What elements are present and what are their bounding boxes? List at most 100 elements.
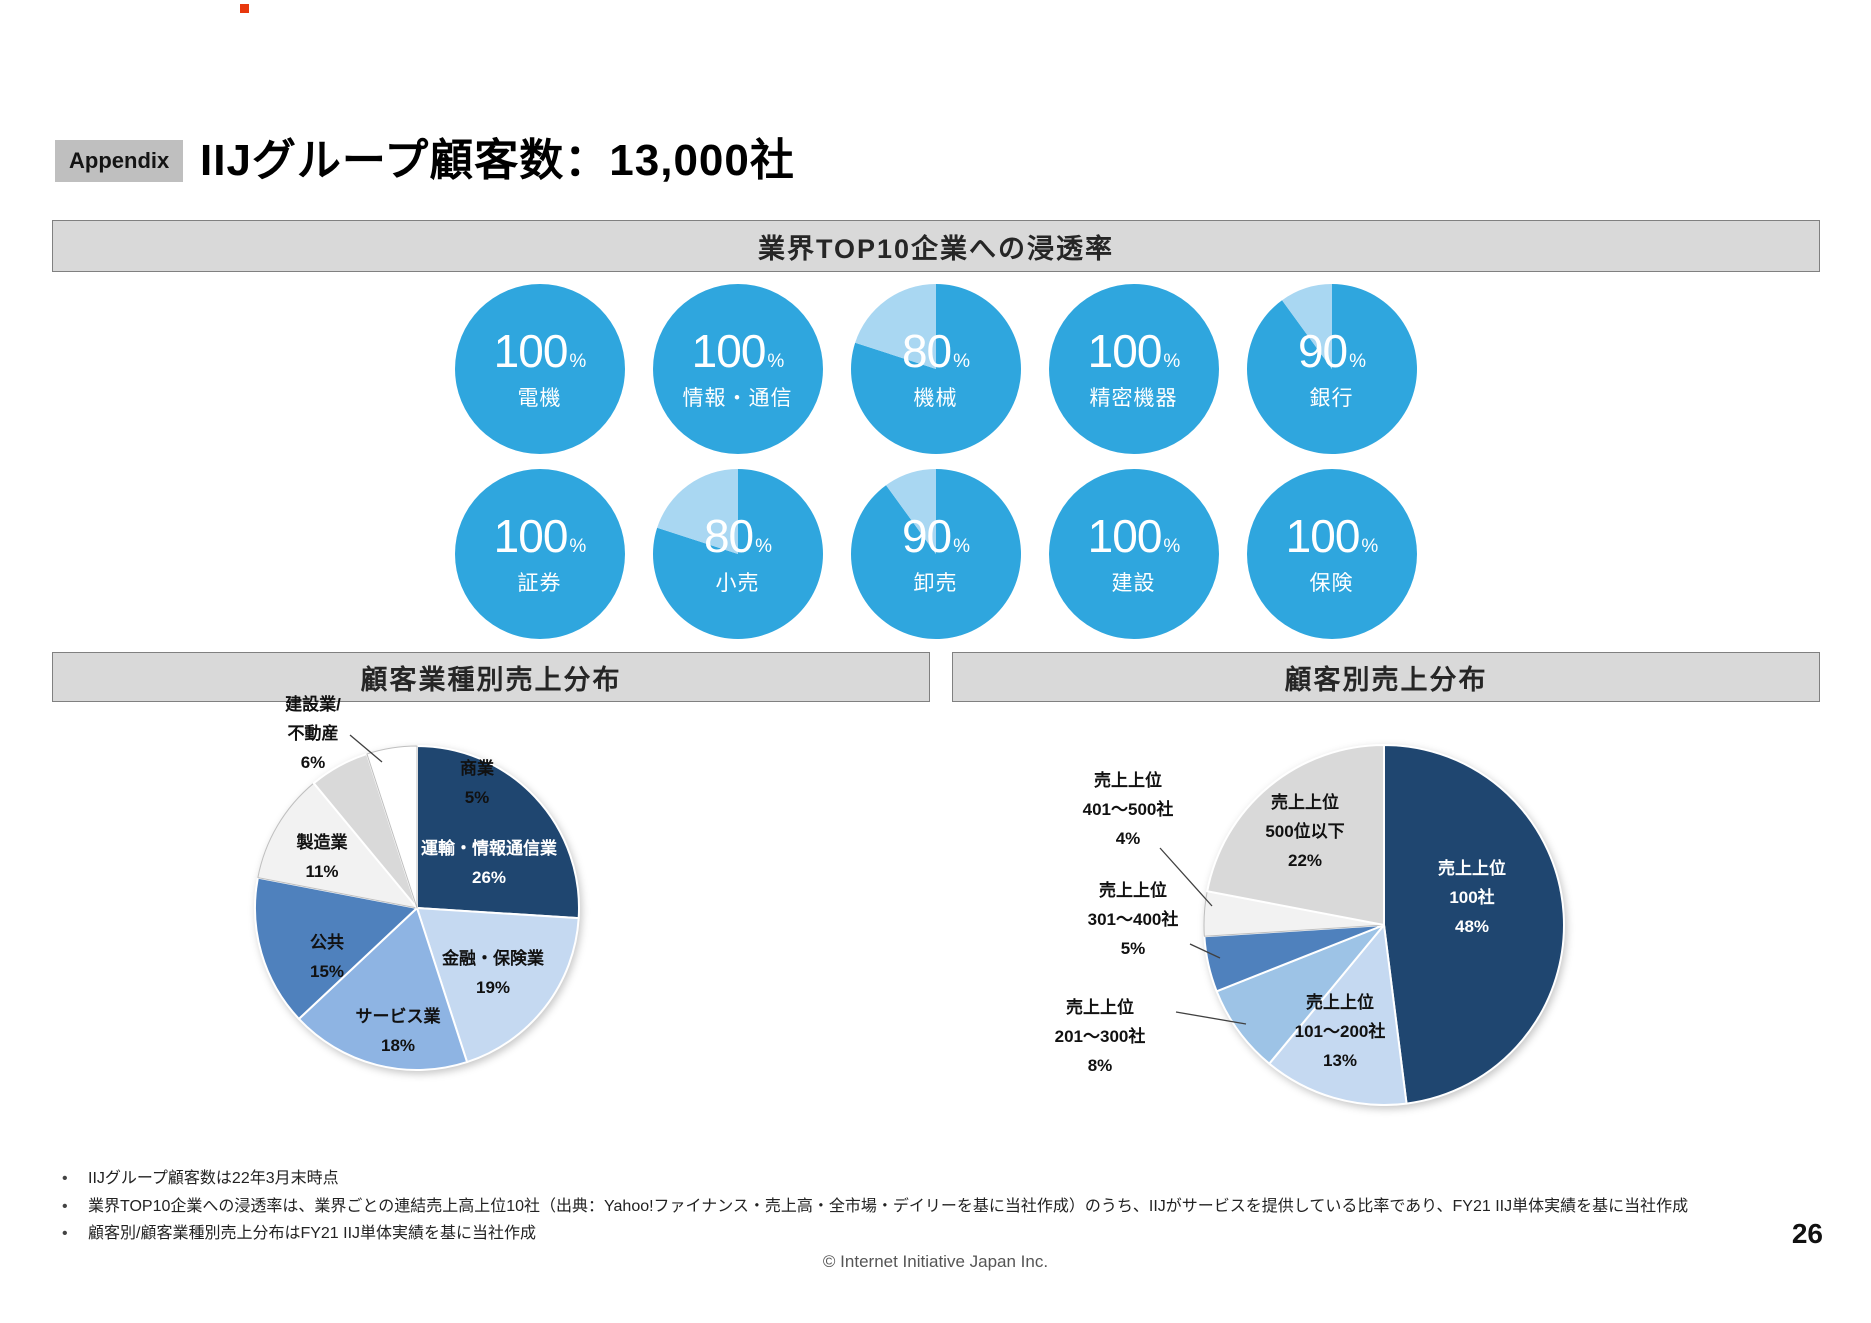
gauge-text: 80% 機械 xyxy=(850,283,1022,455)
slice-label-line: 5% xyxy=(1120,939,1146,958)
slice-label-line: 売上上位 xyxy=(1306,993,1374,1012)
gauge-unit: % xyxy=(569,351,586,372)
gauge-pie-securities xyxy=(454,469,625,639)
bullet-icon: • xyxy=(62,1225,68,1243)
slice-label-line: 運輸・情報通信業 xyxy=(421,839,557,858)
gauge-pie-info-telecom xyxy=(652,284,823,454)
gauge-unit: % xyxy=(755,536,772,557)
footnote-text: 顧客別/顧客業種別売上分布はFY21 IIJ単体実績を基に当社作成 xyxy=(88,1225,537,1243)
gauge-precision: 100% 精密機器 xyxy=(1048,283,1220,455)
gauge-construction: 100% 建設 xyxy=(1048,468,1220,640)
gauge-insurance: 100% 保険 xyxy=(1246,468,1418,640)
slice-label-line: 4% xyxy=(1115,829,1141,848)
bullet-icon: • xyxy=(62,1170,68,1187)
customer-pie-chart xyxy=(1203,744,1565,1106)
gauge-label: 精密機器 xyxy=(1089,387,1178,410)
slice-label-101-200: 売上上位 101〜200社 13% xyxy=(1265,988,1415,1075)
slice-label-line: 売上上位 xyxy=(1438,859,1506,878)
gauge-row-1: 100% 電機 100% 情報・通信 80% 機械 xyxy=(454,283,1418,455)
gauge-text: 100% 建設 xyxy=(1048,468,1220,640)
slice-label-service: サービス業 18% xyxy=(328,1002,468,1060)
section-header-customer: 顧客別売上分布 xyxy=(952,652,1820,702)
slice-label-line: 商業 xyxy=(460,759,494,778)
gauge-unit: % xyxy=(1163,536,1180,557)
gauge-label: 保険 xyxy=(1309,572,1354,595)
slice-label-line: 11% xyxy=(305,862,339,881)
slice-label-finance: 金融・保険業 19% xyxy=(423,944,563,1002)
gauge-value: 80% xyxy=(704,513,772,559)
gauge-info-telecom: 100% 情報・通信 xyxy=(652,283,824,455)
slice-label-line: 301〜400社 xyxy=(1087,910,1179,929)
gauge-wholesale: 90% 卸売 xyxy=(850,468,1022,640)
slice-label-line: 100社 xyxy=(1449,888,1495,907)
gauge-number: 100 xyxy=(1087,325,1163,377)
footnote: • 顧客別/顧客業種別売上分布はFY21 IIJ単体実績を基に当社作成 xyxy=(62,1223,1688,1245)
gauge-securities: 100% 証券 xyxy=(454,468,626,640)
gauge-number: 80 xyxy=(901,325,952,377)
gauge-text: 90% 卸売 xyxy=(850,468,1022,640)
bullet-icon: • xyxy=(62,1197,68,1215)
gauge-value: 100% xyxy=(1286,513,1379,559)
slice-label-line: 101〜200社 xyxy=(1294,1022,1386,1041)
gauge-number: 100 xyxy=(1087,510,1163,562)
slice-label-line: 201〜300社 xyxy=(1054,1027,1146,1046)
slice-label-line: 売上上位 xyxy=(1099,881,1167,900)
slice-label-line: 不動産 xyxy=(287,724,339,743)
gauge-pie-banking xyxy=(1246,284,1417,454)
gauge-value: 90% xyxy=(902,513,970,559)
gauge-unit: % xyxy=(767,351,784,372)
slice-label-construction: 建設業/ 不動産 6% xyxy=(258,690,368,777)
gauge-machinery: 80% 機械 xyxy=(850,283,1022,455)
gauge-text: 100% 情報・通信 xyxy=(652,283,824,455)
slice-label-line: 5% xyxy=(464,788,490,807)
slice-label-manufacturing: 製造業 11% xyxy=(272,828,372,886)
gauge-value: 100% xyxy=(692,328,785,374)
decoration-dot xyxy=(240,4,249,13)
gauge-label: 卸売 xyxy=(913,572,958,595)
footnote-text: IIJグループ顧客数は22年3月末時点 xyxy=(88,1170,339,1187)
gauge-label: 銀行 xyxy=(1309,387,1354,410)
gauge-pie-construction xyxy=(1048,469,1219,639)
gauge-value: 100% xyxy=(1087,510,1181,562)
section-header-penetration: 業界TOP10企業への浸透率 xyxy=(52,220,1820,272)
gauge-label: 機械 xyxy=(913,387,958,410)
gauge-unit: % xyxy=(1349,351,1366,372)
gauge-value: 100% xyxy=(494,513,587,559)
gauge-label: 建設 xyxy=(1111,572,1156,595)
gauge-number: 90 xyxy=(1297,325,1348,377)
gauge-pie-electronics xyxy=(454,284,625,454)
slice-label-line: 13% xyxy=(1322,1051,1358,1070)
gauge-value: 90% xyxy=(1297,325,1366,377)
gauge-pie-machinery xyxy=(850,284,1021,454)
gauge-electronics: 100% 電機 xyxy=(454,283,626,455)
gauge-label: 証券 xyxy=(517,572,562,595)
slice-label-line: 500位以下 xyxy=(1265,822,1345,841)
slice-label-201-300: 売上上位 201〜300社 8% xyxy=(1020,993,1180,1080)
footnotes: • IIJグループ顧客数は22年3月末時点 • 業界TOP10企業への浸透率は、… xyxy=(62,1168,1688,1251)
copyright: © Internet Initiative Japan Inc. xyxy=(822,1252,1049,1271)
gauge-pie-wholesale xyxy=(850,469,1021,639)
slice-label-line: 金融・保険業 xyxy=(442,949,544,968)
slice-label-401-500: 売上上位 401〜500社 4% xyxy=(1048,766,1208,853)
slice-label-line: 18% xyxy=(380,1036,416,1055)
gauge-pie-retail xyxy=(652,469,823,639)
gauge-unit: % xyxy=(953,536,970,557)
slice-label-line: 建設業/ xyxy=(285,695,341,714)
slice-label-line: 8% xyxy=(1087,1056,1113,1075)
gauge-row-2: 100% 証券 80% 小売 90% 卸売 xyxy=(454,468,1418,640)
gauge-value: 100% xyxy=(494,328,587,374)
footnote: • IIJグループ顧客数は22年3月末時点 xyxy=(62,1168,1688,1190)
slice-label-line: 15% xyxy=(309,962,345,981)
gauge-unit: % xyxy=(1361,536,1378,557)
gauge-pie-precision xyxy=(1048,284,1219,454)
penetration-gauges: 100% 電機 100% 情報・通信 80% 機械 xyxy=(0,283,1871,640)
gauge-label: 小売 xyxy=(715,572,760,595)
slice-label-top100: 売上上位 100社 48% xyxy=(1402,854,1542,941)
gauge-text: 100% 精密機器 xyxy=(1048,283,1220,455)
slice-label-301-400: 売上上位 301〜400社 5% xyxy=(1053,876,1213,963)
footnote-text: 業界TOP10企業への浸透率は、業界ごとの連結売上高上位10社（出典：Yahoo… xyxy=(88,1197,1689,1215)
gauge-text: 80% 小売 xyxy=(652,468,824,640)
gauge-text: 100% 証券 xyxy=(454,468,626,640)
gauge-text: 100% 保険 xyxy=(1246,468,1418,640)
